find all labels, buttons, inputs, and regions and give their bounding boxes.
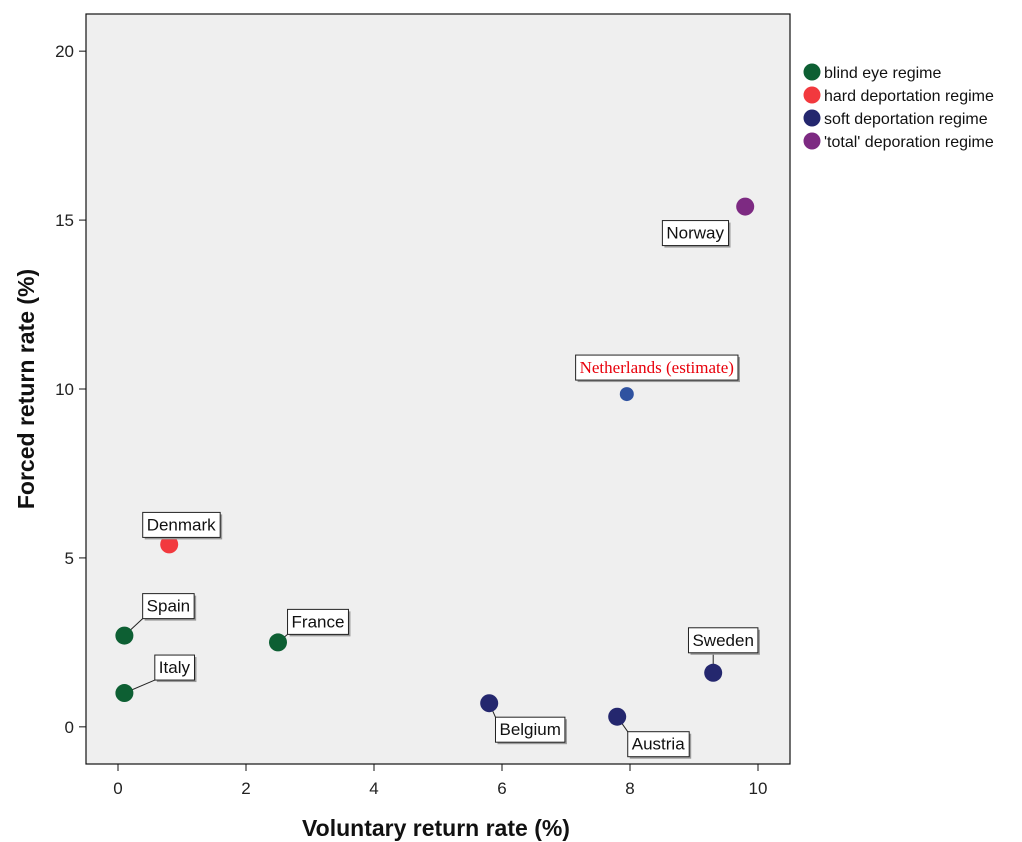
point-label-box xyxy=(494,716,566,743)
point-austria xyxy=(608,707,627,726)
y-tick-label: 15 xyxy=(55,211,74,230)
legend: blind eye regime hard deportation regime s… xyxy=(803,63,994,151)
point-label-spain: Spain xyxy=(147,597,190,616)
legend-marker-hard-deportation-regime xyxy=(803,86,821,104)
legend-item-total-deporation-regime: 'total' deporation regime xyxy=(824,134,994,151)
y-axis: 0 5 10 15 20 xyxy=(55,42,86,737)
legend-item-hard-deportation-regime: hard deportation regime xyxy=(824,88,994,105)
point-belgium xyxy=(480,694,499,713)
plot-area xyxy=(85,13,791,765)
x-tick-label: 0 xyxy=(113,779,122,798)
point-label-box xyxy=(627,731,690,758)
x-axis-title: Voluntary return rate (%) xyxy=(302,815,570,841)
point-label-belgium: Belgium xyxy=(499,720,560,739)
y-axis-title: Forced return rate (%) xyxy=(13,269,39,509)
point-label-netherlands-estimate: Netherlands (estimate) xyxy=(580,358,734,377)
point-label-box xyxy=(154,654,195,681)
point-norway xyxy=(736,197,755,216)
y-tick-label: 10 xyxy=(55,380,74,399)
point-label-austria: Austria xyxy=(632,735,685,754)
point-label-italy: Italy xyxy=(159,658,191,677)
point-label-box xyxy=(575,354,739,381)
legend-marker-soft-deportation-regime xyxy=(803,109,821,127)
legend-marker-total-deporation-regime xyxy=(803,132,821,150)
point-italy xyxy=(115,684,134,703)
point-label-france: France xyxy=(292,612,345,631)
y-tick-label: 0 xyxy=(65,718,74,737)
x-tick-label: 8 xyxy=(625,779,634,798)
point-sweden xyxy=(704,663,723,682)
point-label-sweden: Sweden xyxy=(692,631,753,650)
point-label-box xyxy=(142,593,195,620)
x-tick-label: 10 xyxy=(749,779,768,798)
point-label-norway: Norway xyxy=(666,224,724,243)
point-france xyxy=(269,633,287,652)
legend-item-blind-eye-regime: blind eye regime xyxy=(824,65,942,82)
point-label-box xyxy=(687,627,759,654)
point-labels: Spain Italy France Denmark Belgium Austria Swe… xyxy=(142,220,760,759)
legend-item-soft-deportation-regime: soft deportation regime xyxy=(824,111,988,128)
point-label-box xyxy=(142,511,221,538)
point-label-denmark: Denmark xyxy=(147,515,216,534)
x-tick-label: 6 xyxy=(497,779,506,798)
x-tick-label: 2 xyxy=(241,779,250,798)
x-axis: 0 2 4 6 8 10 xyxy=(113,764,767,798)
data-points xyxy=(115,197,755,726)
point-netherlands-estimate xyxy=(619,387,634,402)
y-tick-label: 20 xyxy=(55,42,74,61)
point-denmark xyxy=(160,535,179,554)
y-tick-label: 5 xyxy=(65,549,74,568)
point-label-box xyxy=(287,608,349,635)
point-label-box xyxy=(661,220,730,247)
x-tick-label: 4 xyxy=(369,779,378,798)
legend-marker-blind-eye-regime xyxy=(803,63,821,81)
point-spain xyxy=(115,626,134,645)
